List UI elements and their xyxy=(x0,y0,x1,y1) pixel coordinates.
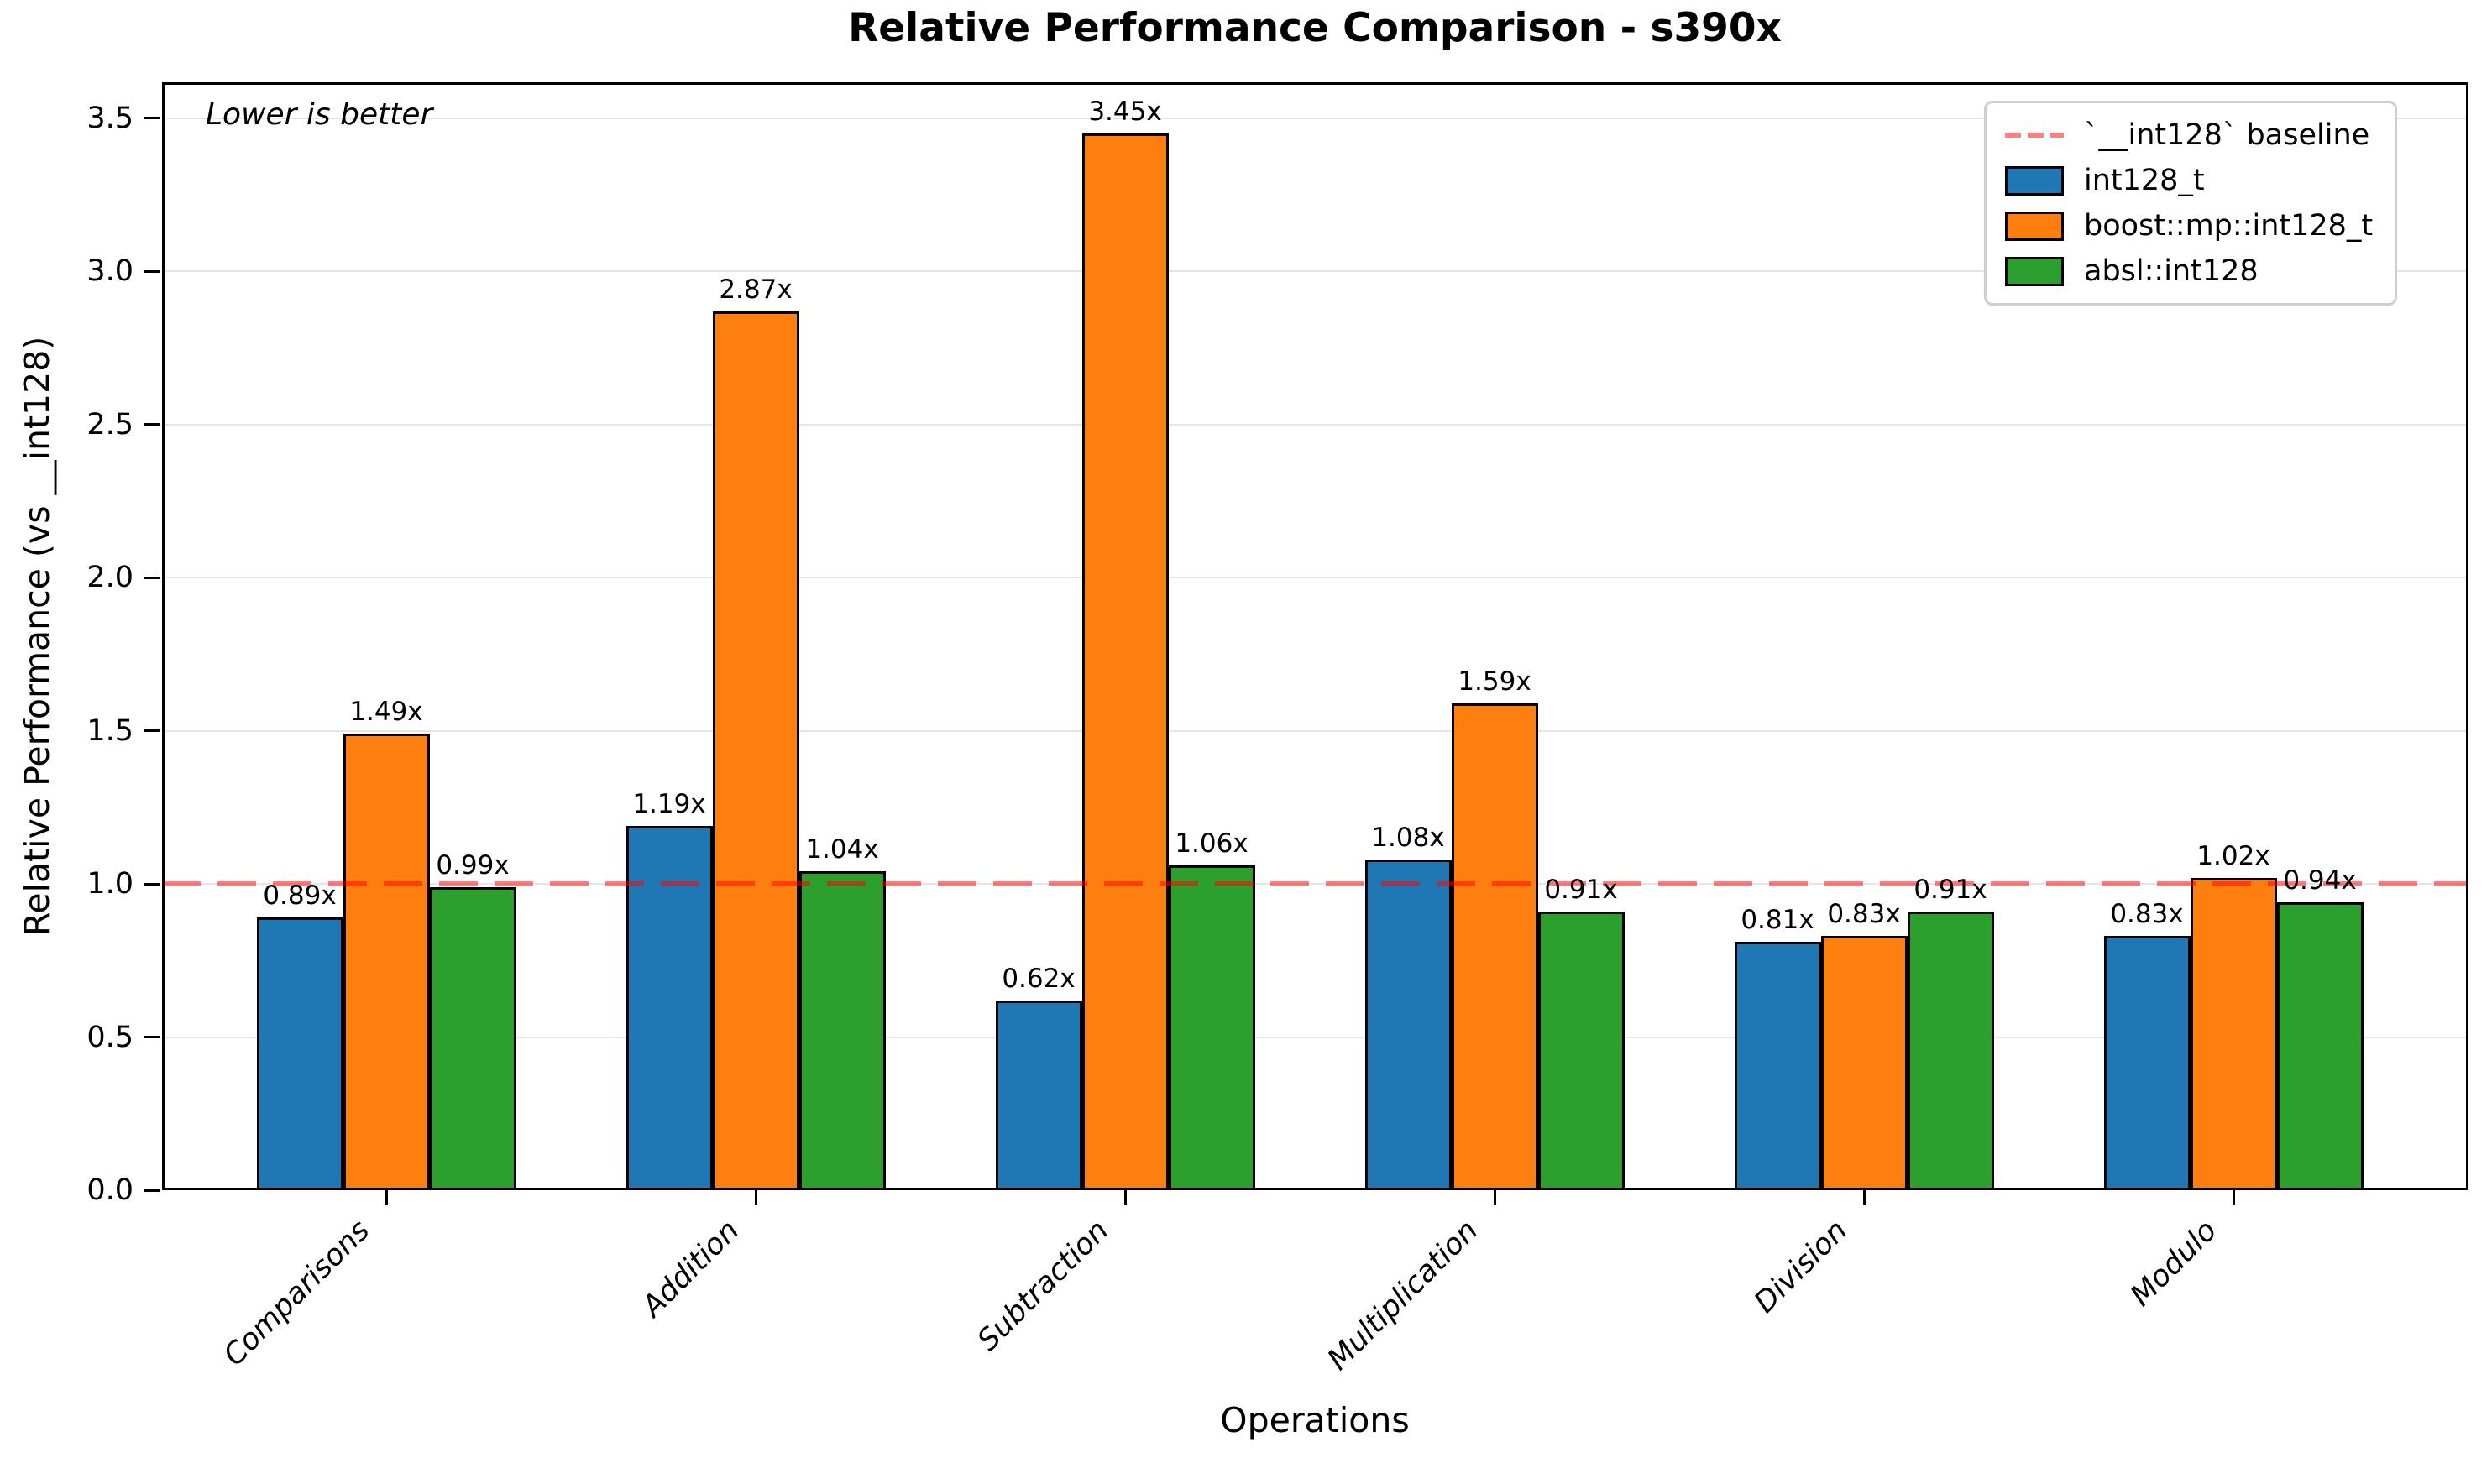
x-tick-mark xyxy=(2232,1190,2235,1205)
legend-label-int128-t: int128_t xyxy=(2084,164,2205,197)
x-tick-label: Subtraction xyxy=(971,1214,1116,1358)
plot-area: Lower is better 0.0 0.5 1.0 1.5 2.0 2.5 3.0 3.5… xyxy=(86,82,2468,1377)
bar-boost::mp::int128_t-multiplication xyxy=(1451,703,1538,1190)
bar-value-label: 1.49x xyxy=(349,697,423,728)
y-tick-mark xyxy=(144,1189,160,1192)
bar-int128_t-comparisons xyxy=(256,917,343,1190)
y-tick-mark xyxy=(144,882,160,886)
bar-value-label: 0.81x xyxy=(1741,905,1814,936)
lower-is-better-note: Lower is better xyxy=(206,97,433,132)
bar-int128_t-multiplication xyxy=(1364,859,1452,1190)
bar-value-label: 0.91x xyxy=(1914,874,1987,905)
legend-item-baseline: `__int128` baseline xyxy=(2005,118,2373,152)
bar-boost::mp::int128_t-subtraction xyxy=(1081,133,1169,1190)
bar-absl::int128-comparisons xyxy=(429,886,516,1190)
gridline xyxy=(162,117,2468,119)
boost-mp-int128-t-swatch xyxy=(2005,211,2064,241)
x-tick-mark xyxy=(1862,1190,1866,1205)
y-tick-label: 2.0 xyxy=(86,561,134,595)
x-tick-mark xyxy=(754,1190,757,1205)
bar-value-label: 1.19x xyxy=(632,788,706,819)
bar-value-label: 0.83x xyxy=(2110,899,2184,930)
absl-int128-swatch xyxy=(2005,256,2064,286)
bar-absl::int128-addition xyxy=(798,871,886,1190)
bar-int128_t-subtraction xyxy=(995,1000,1082,1190)
gridline xyxy=(162,1036,2468,1038)
bar-value-label: 1.59x xyxy=(1458,666,1531,697)
x-tick-label: Division xyxy=(1747,1214,1855,1320)
x-tick-mark xyxy=(1493,1190,1496,1205)
bar-value-label: 0.83x xyxy=(1827,899,1901,930)
legend-label-boost-mp-int128-t: boost::mp::int128_t xyxy=(2084,209,2374,243)
bar-boost::mp::int128_t-modulo xyxy=(2190,877,2277,1190)
bar-value-label: 1.06x xyxy=(1175,828,1249,860)
bar-absl::int128-subtraction xyxy=(1168,865,1255,1190)
bar-value-label: 3.45x xyxy=(1088,96,1162,127)
legend-item-int128-t: int128_t xyxy=(2005,164,2373,197)
gridline xyxy=(162,423,2468,426)
bar-value-label: 0.62x xyxy=(1002,963,1076,994)
x-tick-mark xyxy=(1123,1190,1127,1205)
x-tick-label: Modulo xyxy=(2124,1214,2224,1314)
y-tick-label: 0.5 xyxy=(86,1020,134,1054)
x-axis-label: Operations xyxy=(1220,1400,1410,1440)
y-tick-label: 2.5 xyxy=(86,407,134,442)
y-tick-label: 1.5 xyxy=(86,713,134,748)
legend-item-boost-mp-int128-t: boost::mp::int128_t xyxy=(2005,209,2373,243)
gridline xyxy=(162,270,2468,273)
bar-absl::int128-modulo xyxy=(2276,901,2364,1190)
y-tick-mark xyxy=(144,576,160,579)
legend-item-absl-int128: absl::int128 xyxy=(2005,254,2373,288)
baseline-dash-swatch xyxy=(2005,133,2064,138)
bar-value-label: 1.02x xyxy=(2196,840,2270,871)
gridline xyxy=(162,577,2468,579)
y-tick-mark xyxy=(144,117,160,120)
bar-value-label: 1.08x xyxy=(1371,822,1445,853)
legend-label-baseline: `__int128` baseline xyxy=(2084,118,2370,152)
bar-boost::mp::int128_t-division xyxy=(1820,936,1908,1190)
legend: `__int128` baseline int128_t boost::mp::… xyxy=(1984,101,2398,306)
y-tick-mark xyxy=(144,269,160,273)
y-tick-mark xyxy=(144,729,160,733)
bar-absl::int128-division xyxy=(1907,911,1994,1190)
int128-t-swatch xyxy=(2005,165,2064,196)
bar-boost::mp::int128_t-addition xyxy=(712,311,799,1190)
bar-value-label: 0.99x xyxy=(436,849,510,880)
y-tick-label: 0.0 xyxy=(86,1173,134,1207)
bar-value-label: 2.87x xyxy=(719,274,793,305)
x-tick-label: Comparisons xyxy=(217,1214,377,1373)
x-tick-label: Addition xyxy=(636,1214,746,1324)
gridline xyxy=(162,729,2468,732)
bar-boost::mp::int128_t-comparisons xyxy=(343,734,430,1190)
bar-absl::int128-multiplication xyxy=(1537,911,1625,1190)
y-tick-label: 3.0 xyxy=(86,254,134,289)
y-tick-mark xyxy=(144,1036,160,1039)
x-tick-mark xyxy=(385,1190,388,1205)
x-tick-label: Multiplication xyxy=(1321,1214,1485,1377)
bar-value-label: 1.04x xyxy=(805,834,879,865)
y-tick-mark xyxy=(144,423,160,426)
int128-baseline-line xyxy=(162,881,2468,887)
y-axis-label: Relative Performance (vs __int128) xyxy=(17,336,57,937)
y-tick-label: 1.0 xyxy=(86,867,134,901)
y-tick-label: 3.5 xyxy=(86,101,134,135)
chart-title: Relative Performance Comparison - s390x xyxy=(848,5,1782,51)
bar-int128_t-modulo xyxy=(2103,936,2191,1190)
bar-int128_t-division xyxy=(1734,942,1821,1190)
bar-value-label: 0.89x xyxy=(263,880,337,912)
bar-value-label: 0.94x xyxy=(2283,865,2357,896)
bar-value-label: 0.91x xyxy=(1544,874,1618,905)
bar-int128_t-addition xyxy=(626,825,713,1190)
legend-label-absl-int128: absl::int128 xyxy=(2084,254,2259,288)
